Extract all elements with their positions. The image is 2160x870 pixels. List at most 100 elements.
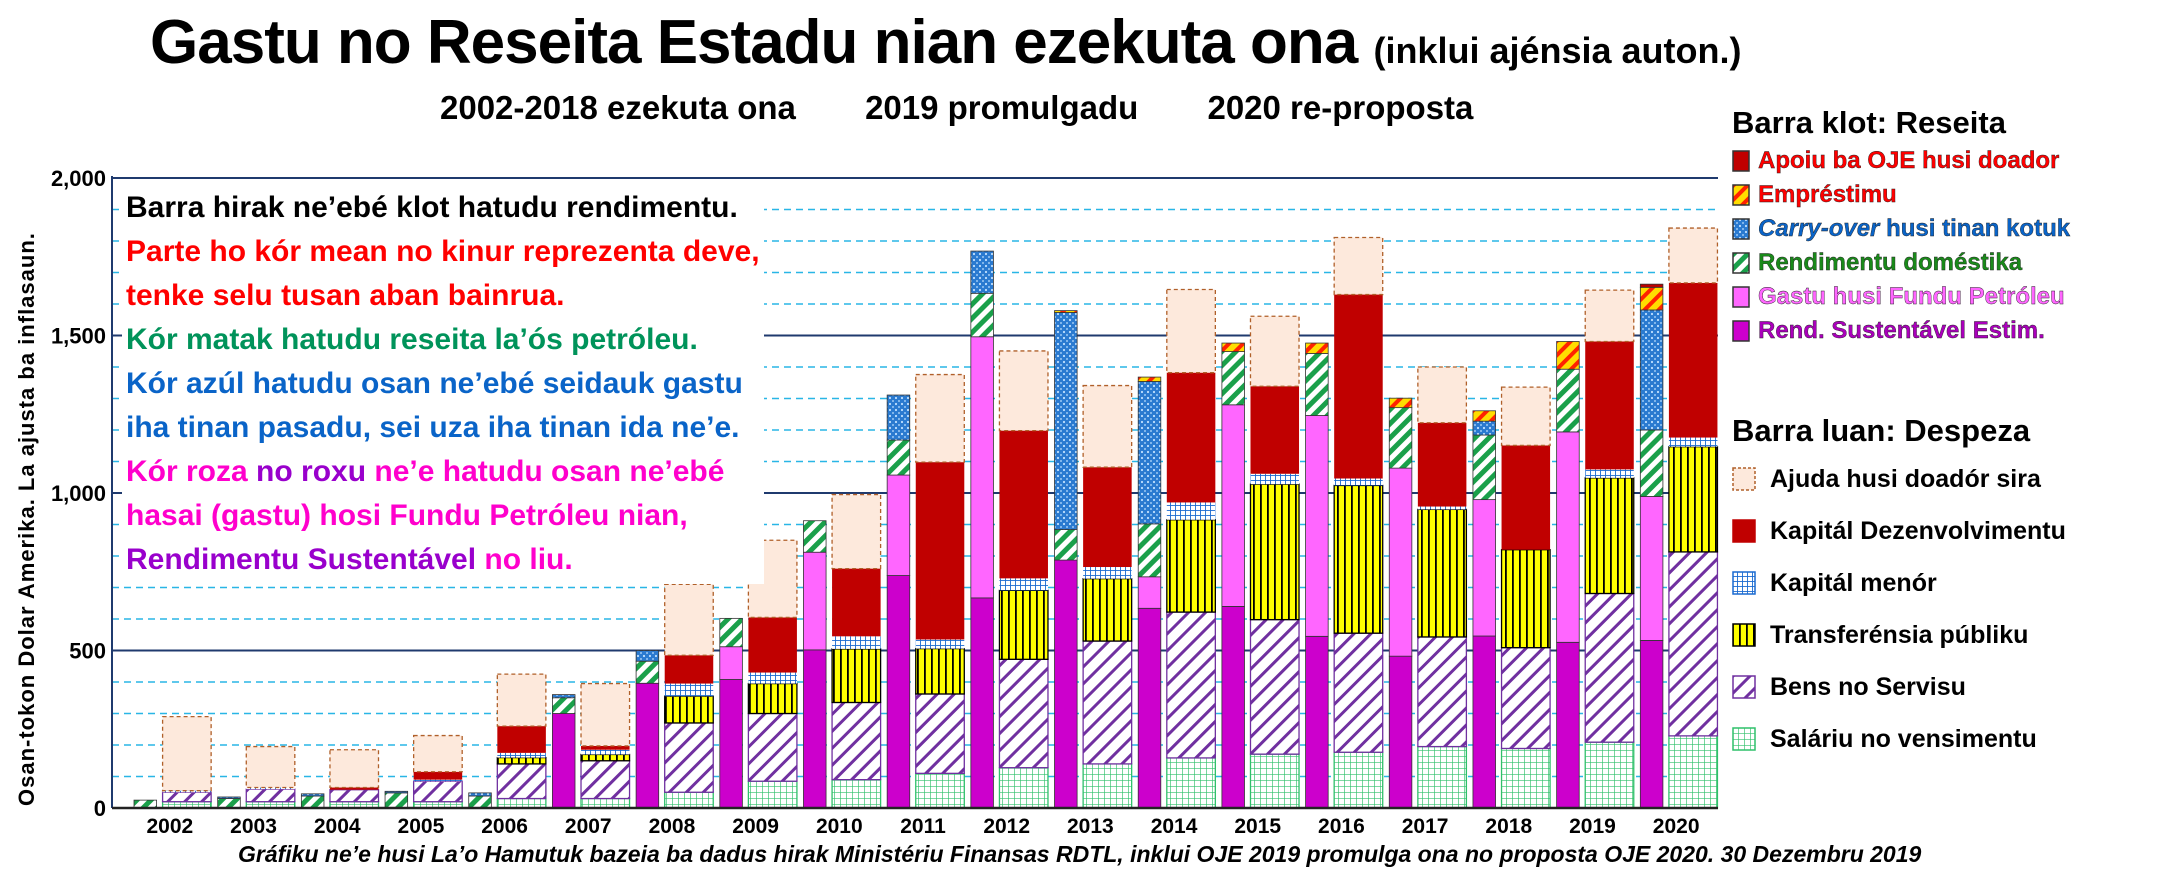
y-tick-label: 1,000 [51, 481, 106, 506]
legend-item-dom: Rendimentu doméstika [1732, 248, 2022, 278]
legend-label-rest: husi tinan kotuk [1879, 215, 2071, 242]
note-fragment: no liu. [484, 543, 573, 576]
spending-bar-kmenor-2002 [162, 790, 212, 793]
legend-item-loan: Empréstimu [1732, 180, 1897, 210]
spending-bar-kmenor-2011 [915, 639, 965, 649]
spending-bar-sal-2012 [998, 767, 1049, 809]
spending-bar-bens-2008 [664, 722, 714, 793]
x-tick-label: 2015 [1234, 815, 1281, 838]
x-tick-label: 2003 [230, 815, 277, 838]
spending-bar-bens-2007 [580, 760, 631, 800]
spending-bar-bens-2011 [915, 693, 965, 774]
spending-bar-aid-2007 [580, 682, 631, 747]
revenue-bar-dom-2003 [217, 798, 241, 809]
legend-label: Gastu husi Fundu Petróleu [1758, 283, 2065, 310]
spending-bar-transf-2007 [580, 753, 631, 762]
legend-swatch-icon [1732, 623, 1756, 647]
note-line: Rendimentu Sustentável no liu. [126, 538, 760, 582]
spending-bar-aid-2011 [915, 373, 965, 463]
spending-bar-kmenor-2017 [1417, 506, 1467, 510]
revenue-bar-loan-2019 [1556, 341, 1580, 370]
revenue-bar-dom-2010 [803, 520, 827, 553]
chart-subtitle: 2002-2018 ezekuta ona 2019 promulgadu 20… [440, 86, 1473, 130]
spending-bar-bens-2003 [245, 788, 296, 803]
spending-bar-aid-2002 [161, 716, 212, 792]
note-fragment: Kór roza [126, 455, 257, 488]
revenue-bar-loan-2015 [1221, 342, 1245, 352]
spending-bar-bens-2017 [1417, 636, 1468, 748]
revenue-bar-esi-2013 [1054, 559, 1078, 809]
spending-bar-transf-2009 [747, 682, 798, 715]
legend-label: Bens no Servisu [1770, 673, 1966, 701]
legend-label-italic: Carry-over [1758, 215, 1880, 242]
y-tick-label: 0 [94, 796, 106, 821]
spending-bar-kmenor-2014 [1166, 502, 1216, 520]
spending-bar-transf-2014 [1166, 519, 1216, 613]
revenue-bar-carry-2013 [1054, 312, 1078, 530]
revenue-bar-loan-2016 [1305, 342, 1329, 354]
spending-bar-bens-2002 [161, 791, 212, 803]
spending-bar-aid-2003 [245, 745, 296, 789]
spending-bar-aid-2010 [831, 493, 882, 570]
note-fragment: hasai (gastu) hosi Fundu Petróleu nian, [126, 499, 688, 532]
revenue-bar-carry-2004 [300, 793, 325, 797]
title-main: Gastu no Reseita Estadu nian ezekuta ona [150, 8, 1358, 77]
spending-bar-kdev-2012 [999, 430, 1048, 579]
legend-swatch-icon [1732, 218, 1750, 240]
y-tick-label: 500 [69, 639, 106, 664]
legend-item-kdev: Kapitál Dezenvolvimentu [1732, 514, 2066, 548]
note-line: hasai (gastu) hosi Fundu Petróleu nian, [126, 494, 760, 538]
legend-swatch-icon [1732, 675, 1756, 699]
spending-bar-transf-2015 [1249, 483, 1300, 621]
spending-bar-transf-2012 [998, 589, 1049, 660]
spending-bar-bens-2012 [998, 658, 1049, 769]
revenue-bar-esi-2014 [1137, 607, 1162, 809]
x-tick-label: 2010 [816, 815, 863, 838]
spending-bar-kdev-2014 [1166, 372, 1216, 503]
revenue-bar-esi-2016 [1305, 635, 1329, 809]
x-tick-label: 2012 [983, 815, 1030, 838]
legend-swatch-icon [1732, 184, 1750, 206]
spending-bar-kmenor-2003 [246, 787, 295, 790]
revenue-bar-dom-2016 [1305, 353, 1329, 416]
revenue-bar-esi-2015 [1221, 606, 1245, 809]
spending-bar-sal-2020 [1668, 735, 1719, 809]
revenue-bar-esi-2009 [719, 679, 743, 809]
spending-bar-kdev-2020 [1668, 282, 1718, 438]
spending-bar-transf-2019 [1584, 477, 1635, 595]
spending-bar-bens-2010 [831, 701, 882, 781]
spending-bar-sal-2018 [1500, 747, 1551, 809]
spending-bar-kmenor-2015 [1250, 473, 1300, 485]
spending-bar-aid-2016 [1333, 236, 1384, 296]
subtitle-executed: 2002-2018 ezekuta ona [440, 89, 796, 126]
axes: 0 500 1,000 1,500 2,000 2002 2003 2004 2005 2006 2… [51, 166, 1718, 838]
note-line: iha tinan pasadu, sei uza iha tinan ida … [126, 411, 740, 444]
legend-item-sal: Saláriu no vensimentu [1732, 722, 2037, 756]
legend-item-kmenor: Kapitál menór [1732, 566, 1937, 600]
revenue-bar-loan-2018 [1472, 410, 1496, 422]
note-fragment: Rendimentu Sustentável [126, 543, 485, 576]
legend-label: Saláriu no vensimentu [1770, 725, 2037, 753]
revenue-bar-esi-2008 [635, 682, 660, 809]
revenue-bar-dom-2013 [1054, 529, 1078, 561]
legend-revenue-title: Barra klot: Reseita [1732, 105, 2006, 140]
revenue-bar-esi-2007 [552, 713, 576, 809]
bars [133, 227, 1719, 809]
spending-bar-sal-2015 [1249, 753, 1300, 809]
legend-swatch-icon [1732, 252, 1750, 274]
spending-bar-aid-2014 [1166, 288, 1216, 374]
legend-label: Rendimentu doméstika [1758, 249, 2023, 276]
note-line: Parte ho kór mean no kinur reprezenta de… [126, 235, 760, 268]
revenue-bar-fp-2012 [970, 336, 994, 599]
spending-bar-kmenor-2019 [1585, 469, 1634, 478]
revenue-bar-dom-2017 [1388, 407, 1413, 469]
legend-item-donor: Apoiu ba OJE husi doador [1732, 146, 2060, 176]
legend-label: Carry-over husi tinan kotuk [1758, 214, 2070, 244]
spending-bar-bens-2004 [329, 789, 380, 803]
legend-spending-title: Barra luan: Despeza [1732, 413, 2031, 448]
spending-bar-bens-2020 [1668, 551, 1719, 737]
spending-bar-sal-2006 [496, 797, 547, 809]
revenue-bar-dom-2020 [1639, 429, 1664, 497]
spending-bar-sal-2007 [580, 797, 631, 809]
